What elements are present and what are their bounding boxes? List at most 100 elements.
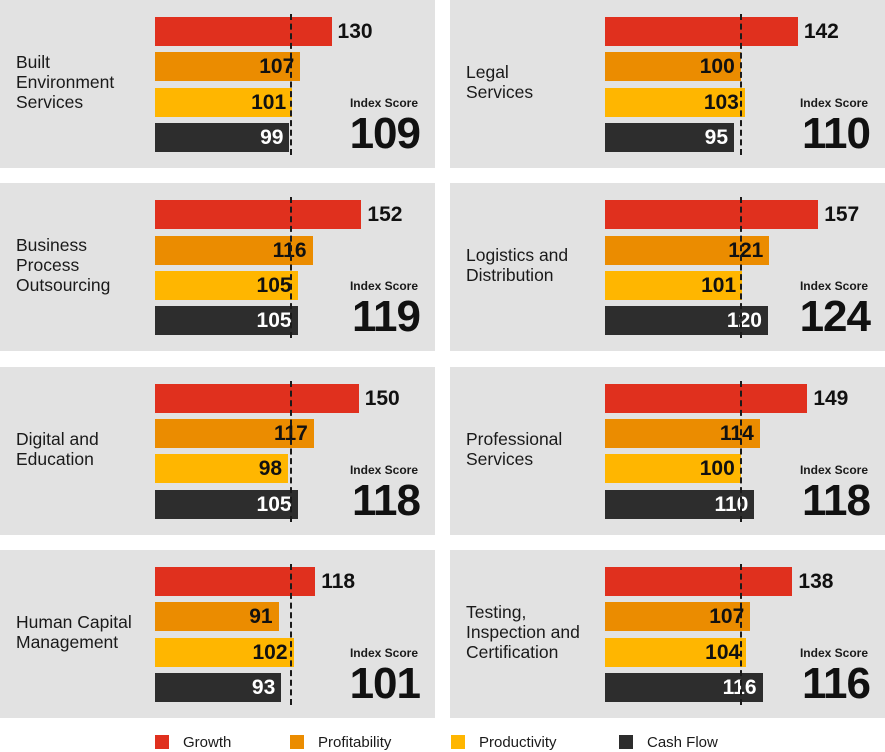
index-score-value: 110 <box>802 109 871 158</box>
index-score-value: 118 <box>352 475 421 525</box>
sector-name: Digital and Education <box>16 428 99 469</box>
bar-productivity <box>155 270 298 300</box>
bar-growth <box>605 200 819 230</box>
panel-1: Built Environment Services 130 107 101 99 Ind… <box>0 0 435 168</box>
bar-value-cash-flow: 105 <box>256 492 292 516</box>
bar-cash-flow <box>605 489 755 519</box>
bar-value-profitability: 107 <box>709 605 745 629</box>
sector-name: Built Environment Services <box>16 52 115 112</box>
bar-value-profitability: 107 <box>259 55 295 79</box>
bar-value-cash-flow: 120 <box>726 309 762 333</box>
legend-label-profitability: Profitability <box>318 733 392 751</box>
bar-growth <box>155 200 362 230</box>
bar-value-profitability: 121 <box>728 238 764 262</box>
bar-value-profitability: 116 <box>272 238 307 262</box>
bar-growth <box>155 383 359 413</box>
bar-value-profitability: 100 <box>699 55 735 79</box>
bar-cash-flow <box>605 122 734 152</box>
legend-item-productivity: Productivity <box>451 732 557 752</box>
bar-value-productivity: 103 <box>703 90 739 114</box>
bar-growth <box>605 17 798 46</box>
bar-value-growth: 157 <box>824 203 860 227</box>
reference-line <box>739 197 742 339</box>
panel-3: Business Process Outsourcing 152 116 105 105… <box>0 183 435 352</box>
index-score-label: Index Score <box>799 645 868 660</box>
index-score-label: Index Score <box>799 462 868 477</box>
bar-growth <box>605 383 808 413</box>
index-score-value: 116 <box>802 658 871 708</box>
bar-value-growth: 150 <box>364 386 400 410</box>
index-score-value: 109 <box>349 109 421 158</box>
panel-6: Professional Services 149 114 100 110 Index S… <box>450 366 885 535</box>
reference-line <box>739 380 742 522</box>
bar-value-productivity: 101 <box>701 273 737 297</box>
bar-value-cash-flow: 99 <box>260 125 284 149</box>
bar-profitability <box>155 235 313 265</box>
bar-profitability <box>155 418 314 448</box>
reference-line <box>739 563 742 705</box>
legend-swatch-growth <box>155 735 169 749</box>
index-score-value: 124 <box>799 292 871 342</box>
index-score-label: Index Score <box>349 462 418 477</box>
bar-value-profitability: 91 <box>249 605 273 629</box>
panel-7: Human Capital Management 118 91 102 93 Index … <box>0 549 435 718</box>
bar-cash-flow <box>155 489 298 519</box>
bar-cash-flow <box>605 672 763 702</box>
index-score-label: Index Score <box>349 279 418 294</box>
index-score-value: 101 <box>349 658 421 708</box>
bar-value-cash-flow: 116 <box>722 675 757 699</box>
bar-cash-flow <box>155 306 298 336</box>
legend-item-cash-flow: Cash Flow <box>619 732 718 752</box>
sector-name: Business Process Outsourcing <box>16 235 111 296</box>
bar-profitability <box>605 235 770 265</box>
legend-swatch-productivity <box>451 735 465 749</box>
bar-value-profitability: 114 <box>719 421 754 445</box>
bar-productivity <box>155 87 293 117</box>
bar-value-growth: 152 <box>367 203 403 227</box>
index-score-value: 118 <box>802 475 871 525</box>
legend-item-profitability: Profitability <box>290 732 391 752</box>
bar-value-cash-flow: 105 <box>256 309 292 333</box>
panel-2: Legal Services 142 100 103 95 Index Score 110 <box>450 0 885 168</box>
bar-productivity <box>605 454 741 484</box>
bar-productivity <box>605 270 743 300</box>
panel-5: Digital and Education 150 117 98 105 Index Sc… <box>0 366 435 535</box>
sector-name: Professional Services <box>466 428 563 469</box>
bar-productivity <box>155 637 294 667</box>
bar-value-growth: 142 <box>803 20 839 43</box>
reference-line <box>289 380 292 522</box>
bar-profitability <box>605 602 751 632</box>
panel-4: Logistics and Distribution 157 121 101 120 In… <box>450 183 885 352</box>
bar-value-growth: 118 <box>321 569 356 593</box>
legend-swatch-profitability <box>290 735 304 749</box>
bar-productivity <box>155 454 289 484</box>
legend-label-cash-flow: Cash Flow <box>647 733 718 751</box>
bar-value-cash-flow: 110 <box>714 492 749 516</box>
bar-productivity <box>605 637 747 667</box>
bar-value-productivity: 101 <box>251 90 287 114</box>
sector-name: Testing, Inspection and Certification <box>466 601 580 662</box>
bar-growth <box>155 17 332 46</box>
bar-value-profitability: 117 <box>273 421 308 445</box>
bar-productivity <box>605 87 745 117</box>
legend: Growth Profitability Productivity Cash F… <box>0 732 885 752</box>
bar-value-productivity: 104 <box>705 640 741 664</box>
legend-label-productivity: Productivity <box>479 733 557 751</box>
bar-profitability <box>155 602 279 632</box>
bar-profitability <box>155 52 301 82</box>
bar-value-cash-flow: 95 <box>704 125 728 149</box>
index-score-label: Index Score <box>349 645 418 660</box>
bar-value-growth: 138 <box>798 569 834 593</box>
index-score-label: Index Score <box>349 96 418 110</box>
legend-item-growth: Growth <box>155 732 231 752</box>
sector-name: Human Capital Management <box>16 611 132 652</box>
reference-line <box>289 197 292 339</box>
reference-line <box>289 14 292 155</box>
bar-profitability <box>605 418 760 448</box>
bar-value-productivity: 105 <box>256 273 292 297</box>
index-score-label: Index Score <box>799 279 868 294</box>
bar-value-cash-flow: 93 <box>251 675 276 699</box>
index-score-label: Index Score <box>799 96 868 110</box>
reference-line <box>289 563 292 705</box>
